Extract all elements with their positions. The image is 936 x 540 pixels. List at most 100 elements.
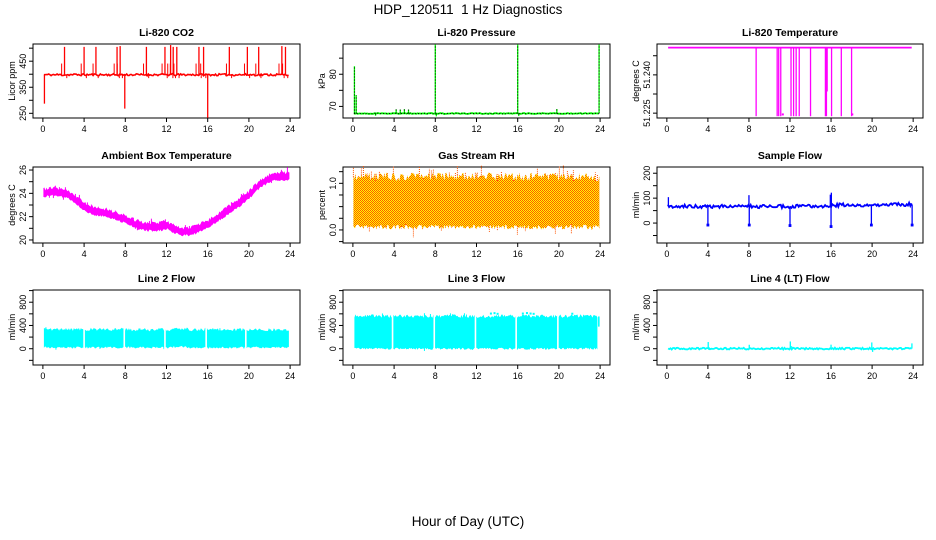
x-tick-label: 20 [554,124,564,134]
y-tick-label: 250 [18,106,28,121]
x-tick-label: 0 [664,249,669,259]
y-axis-label: ml/min [7,314,17,341]
panel-sample-flow: Sample Flow ml/min 0 4 8 12 16 20 24 0 100 200 [611,145,935,267]
x-tick-label: 8 [746,371,751,381]
band-gap [83,325,85,352]
panel-li820-temperature: Li-820 Temperature degrees C 0 4 8 12 16 20 24… [611,22,935,142]
data-dot [525,312,528,315]
x-tick-label: 0 [350,249,355,259]
x-tick-label: 8 [746,124,751,134]
panel-title: Li-820 Temperature [741,27,839,39]
spike-end-dot [829,225,833,228]
x-tick-label: 20 [244,249,254,259]
panel-gas-stream-rh: Gas Stream RH percent 0 4 8 12 16 20 24 0.0 1.0 [297,145,622,267]
data-dot [851,113,854,116]
panel-title: Line 2 Flow [137,273,196,285]
plot-li820-pressure: kPa 0 4 8 12 16 20 24 70 80 [317,43,611,134]
x-tick-label: 4 [82,371,87,381]
band-gap [164,325,166,352]
plot-line3-flow: ml/min 0 4 8 12 16 20 24 0 400 800 [317,289,611,381]
series-band [43,327,289,349]
plot-box [32,289,301,366]
x-tick-label: 0 [664,124,669,134]
y-tick-label: 200 [642,166,652,181]
band-gap [433,312,436,353]
x-tick-label: 4 [82,249,87,259]
x-tick-label: 16 [203,249,213,259]
panel-li820-co2: Li-820 CO2 Licor ppm 0 4 8 12 16 20 24 250 350 45… [0,22,312,142]
shared-x-axis-label: Hour of Day (UTC) [411,514,525,529]
y-axis-label: degrees C [631,60,641,102]
plot-sample-flow: ml/min 0 4 8 12 16 20 24 0 100 200 [631,166,924,259]
y-tick-label: 0 [642,221,652,226]
panel-title: Line 3 Flow [447,273,506,285]
x-tick-label: 12 [161,371,171,381]
spike-end-dot [910,223,914,227]
x-tick-label: 16 [826,249,836,259]
x-tick-label: 12 [471,249,481,259]
panel-title: Li-820 Pressure [437,27,516,39]
x-tick-label: 20 [244,371,254,381]
y-tick-label: 400 [328,318,338,333]
x-tick-label: 0 [664,371,669,381]
band-gap [245,325,247,352]
series-band [43,170,290,237]
y-axis-label: ml/min [317,314,327,341]
x-tick-label: 20 [867,249,877,259]
plot-li820-co2: Licor ppm 0 4 8 12 16 20 24 250 350 450 [7,43,301,134]
panel-title: Sample Flow [757,150,823,162]
y-tick-label: 450 [18,54,28,69]
x-tick-label: 0 [350,124,355,134]
x-tick-label: 24 [908,249,918,259]
y-tick-label: 80 [328,69,338,79]
y-axis-label: ml/min [631,192,641,219]
x-tick-label: 12 [161,249,171,259]
data-dot [532,312,535,315]
x-tick-label: 20 [554,371,564,381]
x-tick-label: 8 [123,249,128,259]
series-baseline [43,72,289,78]
x-tick-label: 24 [285,124,295,134]
plot-box [656,289,924,366]
x-tick-label: 20 [244,124,254,134]
x-tick-label: 16 [203,371,213,381]
y-tick-label: 350 [18,80,28,95]
spike-end-dot [747,223,751,227]
panel-line2-flow: Line 2 Flow ml/min 0 4 8 12 16 20 24 0 400 800 [0,268,312,389]
band-gap [515,312,517,353]
x-tick-label: 16 [826,371,836,381]
y-axis-label: ml/min [631,314,641,341]
x-tick-label: 24 [285,249,295,259]
spike-end-dot [869,223,873,227]
band-gap [474,312,477,353]
y-tick-label: 400 [18,318,28,333]
plot-gas-stream-rh: percent 0 4 8 12 16 20 24 0.0 1.0 [317,165,611,259]
x-tick-label: 0 [40,249,45,259]
x-tick-label: 8 [433,249,438,259]
x-tick-label: 4 [82,124,87,134]
x-tick-label: 4 [705,249,710,259]
x-tick-label: 20 [867,371,877,381]
panel-ambient-box-temperature: Ambient Box Temperature degrees C 0 4 8 12 1… [0,145,312,267]
data-dot [571,312,574,315]
y-tick-label: 26 [18,165,28,175]
y-tick-label: 800 [642,295,652,310]
x-tick-label: 24 [908,124,918,134]
x-tick-label: 4 [392,249,397,259]
plot-ambient-box-temperature: degrees C 0 4 8 12 16 20 24 20 22 24 26 [7,165,301,259]
band-gap [123,325,126,352]
plot-line2-flow: ml/min 0 4 8 12 16 20 24 0 400 800 [7,289,301,381]
data-dot [529,312,532,315]
plot-box [32,166,301,244]
x-tick-label: 0 [350,371,355,381]
x-tick-label: 16 [513,249,523,259]
y-tick-label: 100 [642,191,652,206]
data-dot [489,312,492,315]
x-tick-label: 4 [392,124,397,134]
y-tick-label: 0 [642,346,652,351]
x-tick-label: 20 [867,124,877,134]
series-baseline-dotted [353,112,599,115]
x-tick-label: 12 [161,124,171,134]
y-tick-label: 800 [18,295,28,310]
x-tick-label: 8 [123,124,128,134]
